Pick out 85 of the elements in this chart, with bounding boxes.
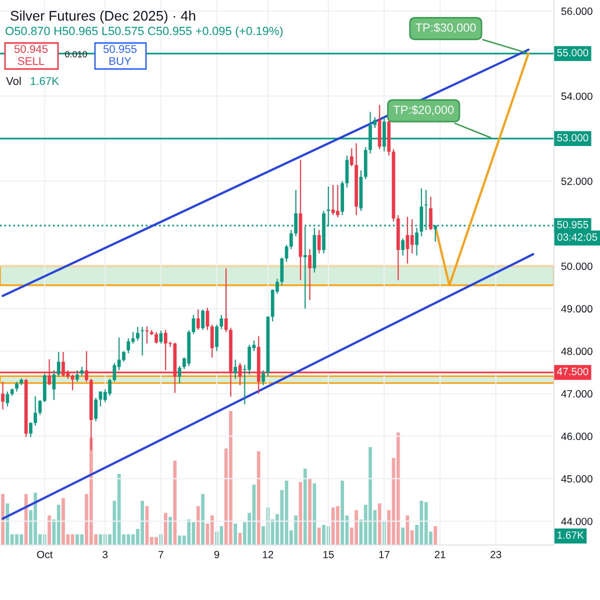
- text: Silver Futures (Dec 2025) · 4h: [10, 10, 196, 24]
- annotation: SELL: [18, 57, 44, 65]
- candlestick: [308, 248, 312, 301]
- candlestick: [76, 370, 79, 382]
- candlestick: [317, 229, 321, 254]
- bar: [317, 528, 321, 545]
- candlestick: [178, 365, 182, 384]
- y-tick-label: 45.000: [561, 475, 592, 483]
- candlestick: [220, 314, 224, 330]
- y-tick-label: 44.000: [561, 518, 592, 526]
- candlestick: [15, 381, 18, 392]
- candlestick: [52, 370, 56, 401]
- candlestick: [290, 229, 293, 250]
- candlestick: [234, 359, 238, 380]
- x-tick-label: 12: [262, 550, 274, 558]
- bar: [308, 478, 312, 545]
- x-tick-label: 15: [323, 550, 334, 558]
- bar: [173, 460, 177, 545]
- candlestick: [126, 338, 130, 354]
- y-tick-label: 49.000: [561, 305, 592, 313]
- text: 03:42:05: [557, 233, 598, 241]
- candlestick: [154, 331, 158, 344]
- candlestick: [410, 218, 414, 254]
- x-tick-label: 23: [490, 550, 502, 558]
- candlestick: [284, 244, 288, 262]
- candlestick: [29, 422, 32, 438]
- annotation: 1.67K: [30, 77, 59, 85]
- x-tick-label: 7: [158, 550, 164, 558]
- candlestick: [429, 196, 432, 231]
- candlestick: [224, 268, 228, 333]
- candlestick: [6, 390, 10, 407]
- bar: [256, 451, 260, 545]
- candlestick: [401, 238, 404, 256]
- y-tick-label: 56.000: [561, 8, 592, 15]
- bar: [340, 480, 344, 545]
- annotation: 50.945: [14, 45, 48, 53]
- candlestick: [38, 399, 42, 416]
- candlestick: [94, 397, 98, 422]
- candlestick: [201, 308, 204, 330]
- candlestick: [280, 257, 284, 286]
- candlestick: [215, 324, 218, 352]
- annotation: 0.010: [65, 51, 87, 58]
- annotation: TP:$20,000: [393, 105, 454, 116]
- ref-line-label: 50.955: [557, 220, 588, 228]
- x-tick-label: 9: [214, 550, 220, 558]
- annotation: BUY: [109, 57, 132, 65]
- candlestick: [34, 396, 38, 426]
- y-tick-label: 48.000: [561, 348, 592, 356]
- candlestick: [210, 324, 214, 358]
- x-tick-label: 17: [379, 550, 390, 558]
- y-tick-label: 54.000: [561, 92, 592, 100]
- bar: [234, 524, 238, 545]
- ref-line-label: 53.000: [557, 134, 588, 142]
- candlestick: [136, 326, 140, 342]
- text: 1.67K: [558, 531, 584, 539]
- x-tick-label: 3: [102, 550, 108, 558]
- y-tick-label: 50.000: [561, 262, 592, 270]
- bar: [48, 516, 51, 545]
- ref-line-label: 55.000: [557, 48, 588, 56]
- bar: [201, 494, 204, 545]
- ref-line-label: 47.500: [557, 368, 588, 376]
- annotation: Vol: [6, 76, 21, 85]
- bar: [168, 516, 172, 545]
- candlestick: [196, 308, 200, 330]
- bar: [434, 526, 438, 545]
- text: O50.870 H50.965 L50.575 C50.955 +0.095 (+0.19%): [6, 26, 283, 38]
- y-tick-label: 52.000: [561, 178, 592, 185]
- bar: [401, 528, 404, 545]
- bar: [164, 512, 168, 545]
- candlestick: [262, 370, 265, 386]
- candlestick: [373, 116, 377, 129]
- y-tick-label: 46.000: [561, 432, 592, 440]
- candlestick: [56, 351, 60, 378]
- x-tick-label: 21: [434, 550, 446, 558]
- x-tick-label: Oct: [37, 550, 53, 558]
- bar: [1, 494, 4, 545]
- bar: [303, 468, 307, 545]
- annotation: TP:$30,000: [415, 22, 476, 34]
- candlestick: [1, 381, 4, 410]
- bar: [210, 516, 214, 545]
- y-tick-label: 47.000: [561, 390, 592, 398]
- bar: [196, 506, 200, 545]
- candlestick: [350, 148, 354, 167]
- annotation: 50.955: [103, 45, 137, 53]
- bar: [56, 504, 60, 545]
